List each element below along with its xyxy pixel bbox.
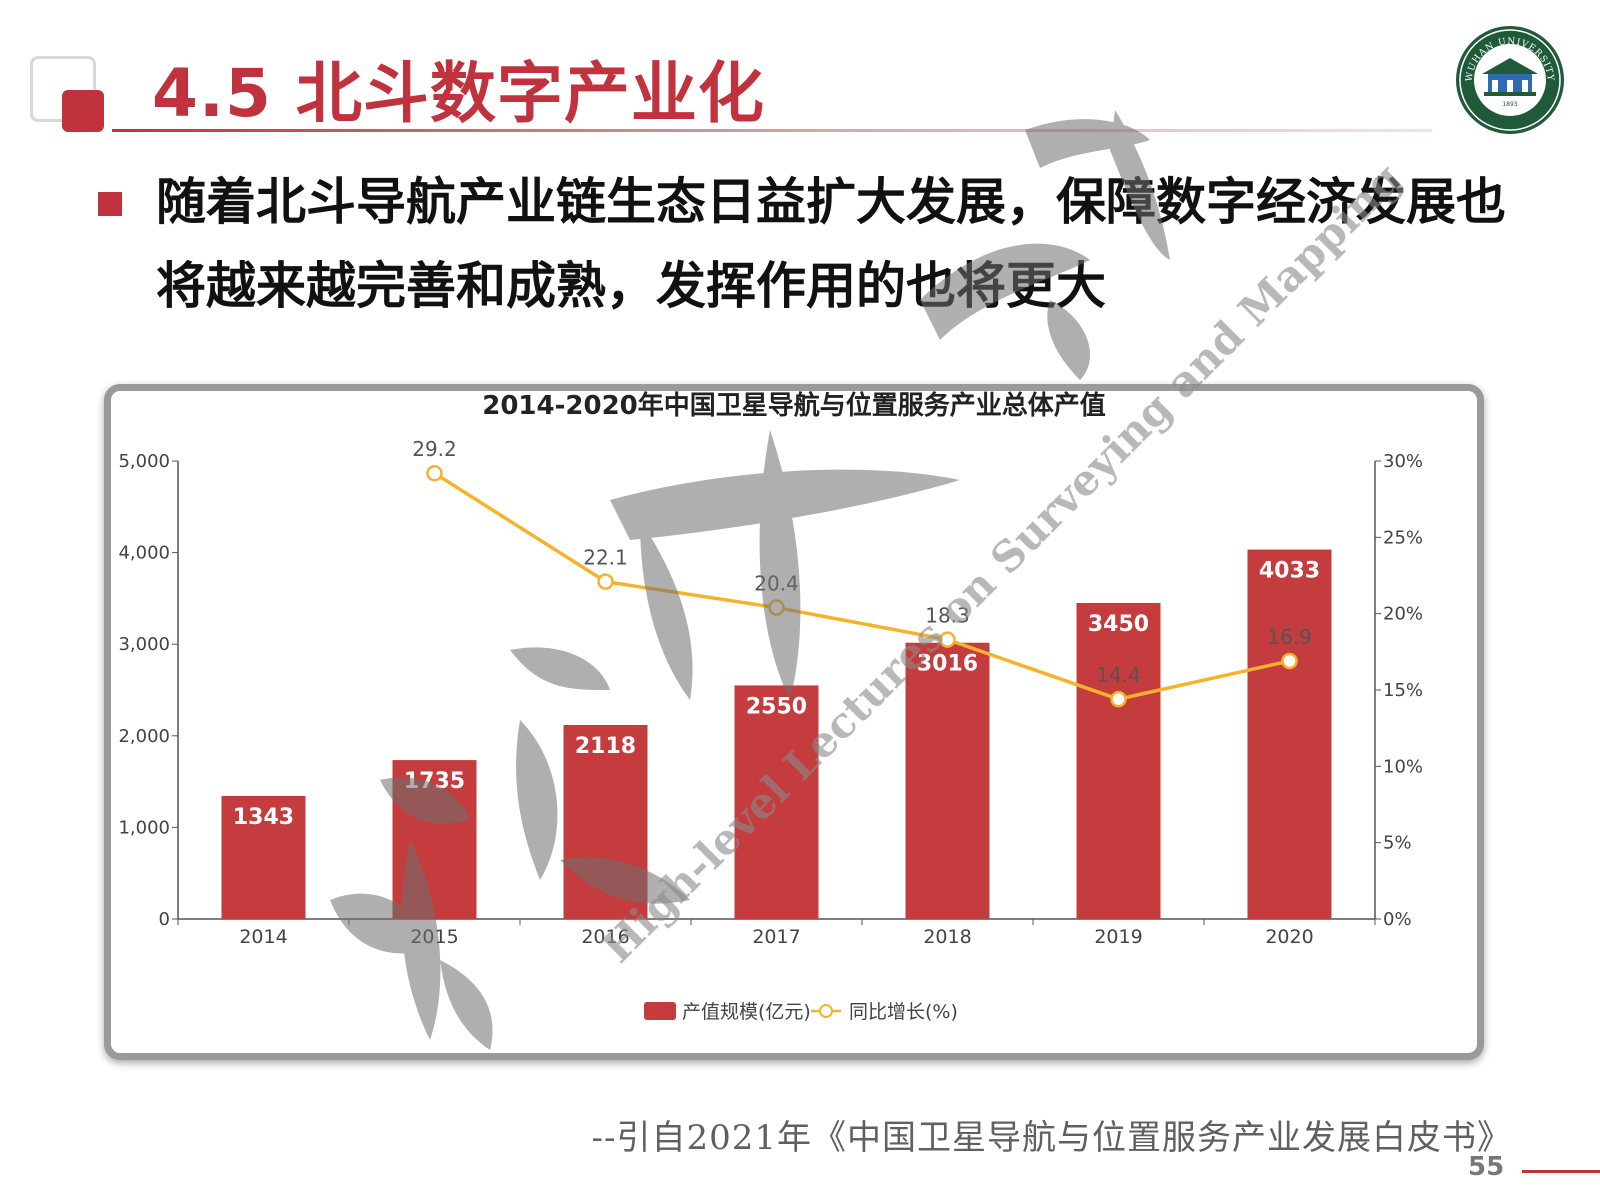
x-tick-label: 2017 <box>752 926 800 948</box>
y-right-tick-label: 15% <box>1383 680 1423 701</box>
chart-title: 2014-2020年中国卫星导航与位置服务产业总体产值 <box>482 391 1106 421</box>
title-decoration-fill <box>62 90 104 132</box>
university-seal-icon: WUHAN UNIVERSITY 1893 <box>1456 26 1564 134</box>
bar <box>905 642 990 919</box>
bar-value-label: 1735 <box>404 769 465 794</box>
growth-point <box>597 573 614 590</box>
bar <box>1247 549 1332 919</box>
bar <box>221 795 306 919</box>
y-left-tick-label: 3,000 <box>118 634 170 655</box>
y-right-tick-label: 25% <box>1383 527 1423 548</box>
legend-line-marker <box>819 1004 833 1018</box>
y-right-tick-label: 10% <box>1383 756 1423 777</box>
y-left-tick-label: 4,000 <box>118 543 170 564</box>
title-underline <box>112 129 1432 132</box>
growth-value-label: 14.4 <box>1096 663 1141 687</box>
y-left-tick-label: 5,000 <box>118 451 170 472</box>
growth-value-label: 20.4 <box>754 572 799 596</box>
growth-point <box>426 464 443 482</box>
slide-title: 4.5 北斗数字产业化 <box>152 55 765 132</box>
growth-point <box>768 599 785 616</box>
bar <box>1076 602 1161 919</box>
bar-value-label: 2118 <box>575 734 636 759</box>
x-tick-label: 2019 <box>1094 926 1142 948</box>
bar-value-label: 3450 <box>1088 612 1149 637</box>
growth-value-label: 18.3 <box>925 604 970 628</box>
x-tick-label: 2018 <box>923 926 971 948</box>
x-tick-label: 2020 <box>1265 926 1313 948</box>
citation: --引自2021年《中国卫星导航与位置服务产业发展白皮书》 <box>591 1118 1512 1158</box>
y-left-tick-label: 1,000 <box>118 817 170 838</box>
page-number: 55 <box>1468 1152 1505 1182</box>
growth-point <box>1110 690 1127 708</box>
legend-bar-label: 产值规模(亿元) <box>682 1001 811 1023</box>
seal-year: 1893 <box>1502 101 1517 108</box>
y-left-tick-label: 2,000 <box>118 726 170 747</box>
x-tick-label: 2014 <box>239 926 287 948</box>
y-right-tick-label: 20% <box>1383 604 1423 625</box>
bullet-text: 随着北斗导航产业链生态日益扩大发展，保障数字经济发展也将越来越完善和成熟，发挥作… <box>156 173 1506 315</box>
bar-value-label: 1343 <box>233 805 294 830</box>
growth-point <box>1281 652 1298 670</box>
growth-line <box>433 471 1290 701</box>
y-right-tick-label: 0% <box>1383 909 1412 930</box>
growth-value-label: 29.2 <box>412 437 457 461</box>
page-number-rule <box>1522 1170 1600 1173</box>
chart-svg: 2014-2020年中国卫星导航与位置服务产业总体产值 0 1,000 2,000 3… <box>118 391 1423 1023</box>
bar <box>734 685 819 919</box>
growth-value-label: 22.1 <box>583 546 628 570</box>
growth-point <box>939 631 956 648</box>
growth-value-label: 16.9 <box>1267 625 1312 649</box>
bar-value-label: 4033 <box>1259 559 1320 584</box>
x-tick-label: 2016 <box>581 926 629 948</box>
legend-line-label: 同比增长(%) <box>849 1001 958 1023</box>
x-tick-label: 2015 <box>410 926 458 948</box>
bullet-marker <box>98 192 122 216</box>
y-right-tick-label: 5% <box>1383 833 1412 854</box>
chart-panel: 2014-2020年中国卫星导航与位置服务产业总体产值 0 1,000 2,000 3… <box>104 384 1484 1060</box>
bar-value-label: 3016 <box>917 652 978 677</box>
legend-bar-swatch <box>644 1002 676 1020</box>
bar-value-label: 2550 <box>746 694 807 719</box>
y-left-tick-label: 0 <box>159 909 170 930</box>
y-right-tick-label: 30% <box>1383 451 1423 472</box>
